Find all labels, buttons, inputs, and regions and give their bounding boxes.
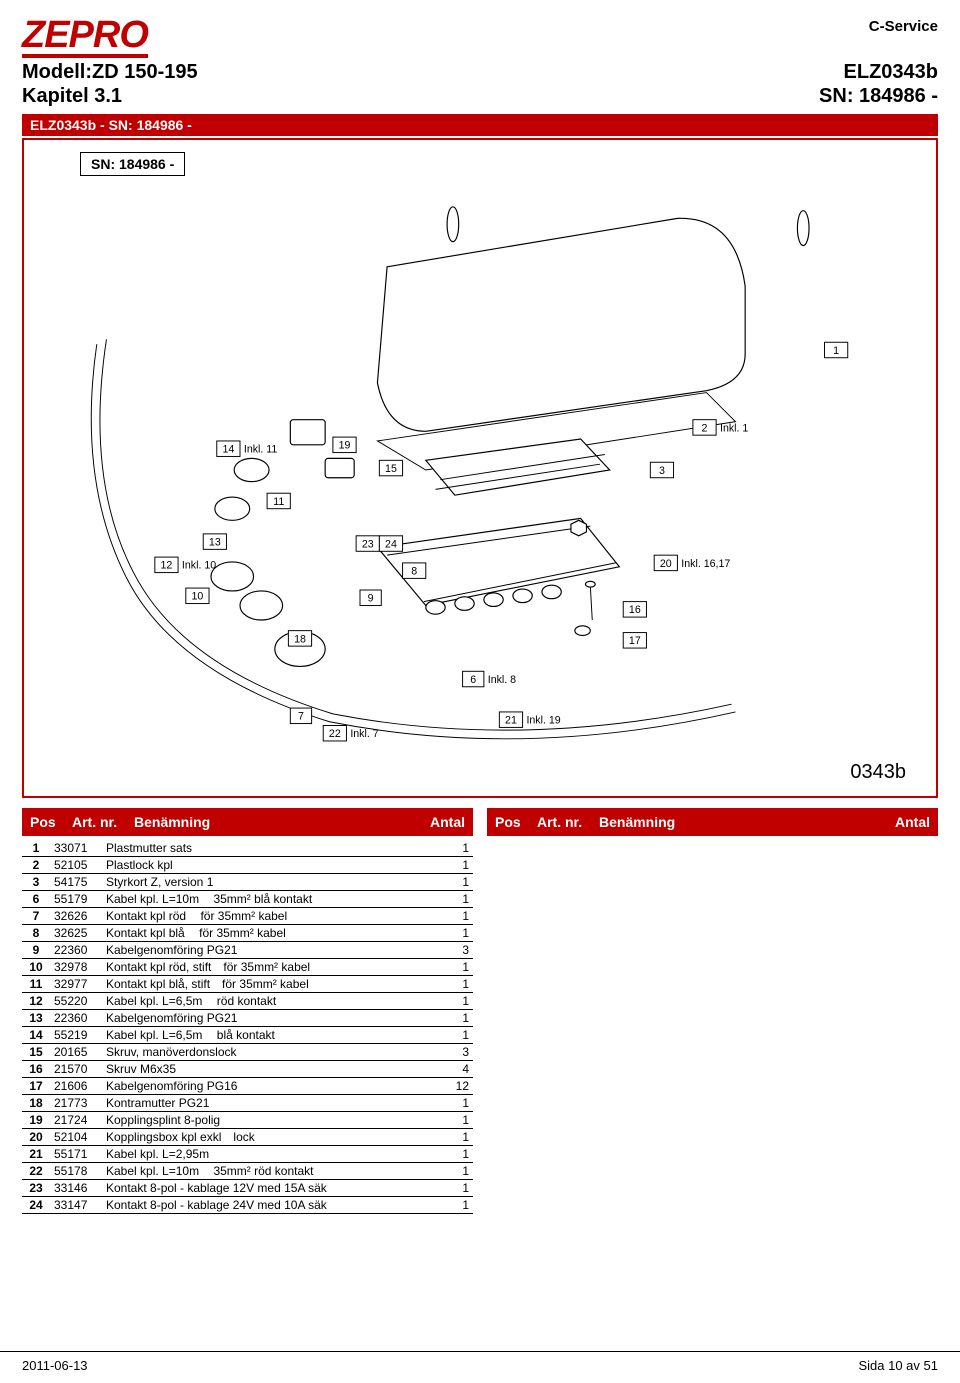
- parts-table-left: Pos Art. nr. Benämning Antal 133071Plast…: [22, 808, 473, 1214]
- table-header-left: Pos Art. nr. Benämning Antal: [22, 808, 473, 836]
- table-row: 354175Styrkort Z, version 11: [22, 874, 473, 891]
- svg-text:Inkl. 16,17: Inkl. 16,17: [681, 558, 730, 570]
- footer-page: Sida 10 av 51: [858, 1358, 938, 1373]
- footer-date: 2011-06-13: [22, 1358, 88, 1373]
- model-left: Modell:ZD 150-195 Kapitel 3.1: [22, 60, 198, 108]
- svg-text:Inkl. 19: Inkl. 19: [526, 715, 560, 727]
- diagram-frame: SN: 184986 -: [22, 138, 938, 798]
- table-row: 922360Kabelgenomföring PG213: [22, 942, 473, 959]
- table-row: 1032978Kontakt kpl röd, stift för 35mm² …: [22, 959, 473, 976]
- table-row: 1621570Skruv M6x354: [22, 1061, 473, 1078]
- table-row: 2155171Kabel kpl. L=2,95m1: [22, 1146, 473, 1163]
- model-right-line2: SN: 184986 -: [819, 84, 938, 108]
- table-row: 2255178Kabel kpl. L=10m 35mm² röd kontak…: [22, 1163, 473, 1180]
- model-right-line1: ELZ0343b: [819, 60, 938, 84]
- red-bar: ELZ0343b - SN: 184986 -: [22, 114, 938, 136]
- svg-text:6: 6: [470, 674, 476, 686]
- svg-text:Inkl. 1: Inkl. 1: [720, 422, 748, 434]
- svg-text:3: 3: [659, 465, 665, 477]
- cservice-label: C-Service: [869, 18, 938, 35]
- th-ben: Benämning: [134, 814, 415, 830]
- logo: ZEPRO: [22, 18, 148, 58]
- svg-text:12: 12: [161, 560, 173, 572]
- table-row: 1455219Kabel kpl. L=6,5m blå kontakt1: [22, 1027, 473, 1044]
- model-line1: Modell:ZD 150-195: [22, 60, 198, 84]
- table-row: 1721606Kabelgenomföring PG1612: [22, 1078, 473, 1095]
- svg-text:8: 8: [411, 566, 417, 578]
- svg-text:Inkl. 7: Inkl. 7: [350, 728, 378, 740]
- table-header-right: Pos Art. nr. Benämning Antal: [487, 808, 938, 836]
- svg-text:7: 7: [298, 711, 304, 723]
- model-right: ELZ0343b SN: 184986 -: [819, 60, 938, 108]
- exploded-diagram: 12Inkl. 11914Inkl. 111531113232412Inkl. …: [24, 170, 936, 770]
- svg-text:10: 10: [192, 591, 204, 603]
- svg-text:13: 13: [209, 537, 221, 549]
- table-row: 655179Kabel kpl. L=10m 35mm² blå kontakt…: [22, 891, 473, 908]
- th-antal-r: Antal: [880, 814, 930, 830]
- svg-text:16: 16: [629, 604, 641, 616]
- svg-text:Inkl. 10: Inkl. 10: [182, 560, 216, 572]
- svg-text:24: 24: [385, 539, 397, 551]
- svg-text:18: 18: [294, 633, 306, 645]
- table-row: 832625Kontakt kpl blå för 35mm² kabel1: [22, 925, 473, 942]
- svg-text:15: 15: [385, 463, 397, 475]
- table-row: 1132977Kontakt kpl blå, stift för 35mm² …: [22, 976, 473, 993]
- table-row: 1921724Kopplingsplint 8-polig1: [22, 1112, 473, 1129]
- svg-text:21: 21: [505, 715, 517, 727]
- svg-text:11: 11: [273, 496, 284, 508]
- table-row: 1821773Kontramutter PG211: [22, 1095, 473, 1112]
- th-art: Art. nr.: [72, 814, 134, 830]
- table-row: 2052104Kopplingsbox kpl exkl lock1: [22, 1129, 473, 1146]
- footer: 2011-06-13 Sida 10 av 51: [0, 1351, 960, 1383]
- svg-text:2: 2: [702, 422, 708, 434]
- table-row: 2333146Kontakt 8-pol - kablage 12V med 1…: [22, 1180, 473, 1197]
- svg-text:19: 19: [339, 440, 351, 452]
- svg-text:20: 20: [660, 558, 672, 570]
- th-pos-r: Pos: [495, 814, 537, 830]
- th-pos: Pos: [30, 814, 72, 830]
- svg-text:17: 17: [629, 635, 641, 647]
- table-row: 732626Kontakt kpl röd för 35mm² kabel1: [22, 908, 473, 925]
- table-row: 1255220Kabel kpl. L=6,5m röd kontakt1: [22, 993, 473, 1010]
- table-row: 1520165Skruv, manöverdonslock3: [22, 1044, 473, 1061]
- diagram-id: 0343b: [850, 761, 906, 784]
- svg-text:Inkl. 8: Inkl. 8: [488, 674, 516, 686]
- parts-table-body: 133071Plastmutter sats1252105Plastlock k…: [22, 840, 473, 1214]
- svg-text:Inkl. 11: Inkl. 11: [244, 444, 278, 456]
- th-ben-r: Benämning: [599, 814, 880, 830]
- svg-text:14: 14: [222, 444, 234, 456]
- svg-text:9: 9: [368, 593, 374, 605]
- model-line2: Kapitel 3.1: [22, 84, 198, 108]
- svg-text:1: 1: [833, 345, 839, 357]
- table-row: 2433147Kontakt 8-pol - kablage 24V med 1…: [22, 1197, 473, 1214]
- th-art-r: Art. nr.: [537, 814, 599, 830]
- table-row: 1322360Kabelgenomföring PG211: [22, 1010, 473, 1027]
- table-row: 252105Plastlock kpl1: [22, 857, 473, 874]
- parts-table-right: Pos Art. nr. Benämning Antal: [487, 808, 938, 1214]
- th-antal: Antal: [415, 814, 465, 830]
- svg-text:23: 23: [362, 539, 374, 551]
- svg-text:22: 22: [329, 728, 341, 740]
- table-row: 133071Plastmutter sats1: [22, 840, 473, 857]
